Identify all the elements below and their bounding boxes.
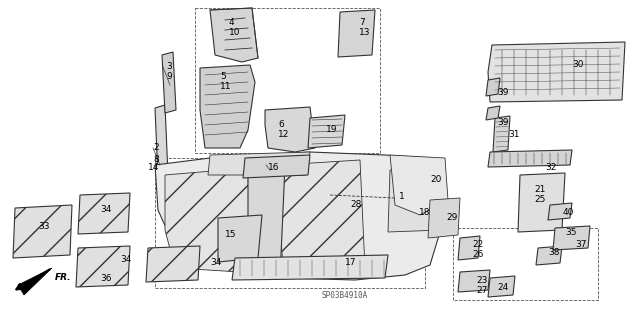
Polygon shape <box>165 168 250 272</box>
Polygon shape <box>486 106 500 120</box>
Polygon shape <box>200 65 255 148</box>
Text: 32: 32 <box>545 163 556 172</box>
Text: 26: 26 <box>472 250 483 259</box>
Polygon shape <box>78 193 130 234</box>
Text: 20: 20 <box>430 175 442 184</box>
Polygon shape <box>155 152 445 280</box>
Bar <box>453 228 598 300</box>
Polygon shape <box>146 246 200 282</box>
Polygon shape <box>232 255 388 280</box>
Polygon shape <box>218 215 262 262</box>
Polygon shape <box>493 116 510 152</box>
Polygon shape <box>428 198 460 238</box>
Text: 39: 39 <box>497 118 509 127</box>
Text: 40: 40 <box>563 208 574 217</box>
Polygon shape <box>458 270 490 292</box>
Text: 19: 19 <box>326 125 337 134</box>
Text: 15: 15 <box>225 230 237 239</box>
Polygon shape <box>388 168 445 232</box>
Text: 34: 34 <box>210 258 221 267</box>
Polygon shape <box>243 155 310 178</box>
Bar <box>195 8 380 153</box>
Text: 21: 21 <box>534 185 545 194</box>
Text: 5: 5 <box>220 72 226 81</box>
Text: 23: 23 <box>476 276 488 285</box>
Text: 4: 4 <box>229 18 235 27</box>
Polygon shape <box>486 78 500 96</box>
Polygon shape <box>536 246 562 265</box>
Text: 3: 3 <box>166 62 172 71</box>
Text: 14: 14 <box>148 163 159 172</box>
Polygon shape <box>18 268 52 295</box>
Text: 11: 11 <box>220 82 232 91</box>
Bar <box>155 158 425 288</box>
Text: 25: 25 <box>534 195 545 204</box>
Text: SP03B4910A: SP03B4910A <box>322 291 368 300</box>
Polygon shape <box>13 205 72 258</box>
Polygon shape <box>338 10 375 57</box>
Polygon shape <box>208 152 310 175</box>
Polygon shape <box>278 160 370 278</box>
Polygon shape <box>248 165 285 278</box>
Text: 27: 27 <box>476 286 488 295</box>
Text: 2: 2 <box>153 143 159 152</box>
Text: 31: 31 <box>508 130 520 139</box>
Polygon shape <box>488 42 625 102</box>
Text: 37: 37 <box>575 240 586 249</box>
Polygon shape <box>518 173 565 232</box>
Text: 7: 7 <box>359 18 365 27</box>
Text: 13: 13 <box>359 28 371 37</box>
Polygon shape <box>553 226 590 250</box>
Text: 39: 39 <box>497 88 509 97</box>
Polygon shape <box>155 105 168 178</box>
Text: 38: 38 <box>548 248 559 257</box>
Text: 29: 29 <box>446 213 458 222</box>
Text: 30: 30 <box>572 60 584 69</box>
Text: 24: 24 <box>497 283 508 292</box>
Text: 9: 9 <box>166 72 172 81</box>
Text: 34: 34 <box>100 205 111 214</box>
Polygon shape <box>458 236 480 260</box>
Polygon shape <box>76 246 130 287</box>
Text: 34: 34 <box>120 255 131 264</box>
Text: 12: 12 <box>278 130 289 139</box>
Text: 16: 16 <box>268 163 280 172</box>
Polygon shape <box>390 155 448 215</box>
Polygon shape <box>162 52 176 113</box>
Text: 22: 22 <box>472 240 483 249</box>
Polygon shape <box>210 8 258 62</box>
Text: 8: 8 <box>153 155 159 164</box>
Text: 6: 6 <box>278 120 284 129</box>
Text: 35: 35 <box>565 228 577 237</box>
Polygon shape <box>308 115 345 148</box>
Polygon shape <box>488 276 515 297</box>
Text: 10: 10 <box>229 28 241 37</box>
Text: 1: 1 <box>399 192 404 201</box>
Polygon shape <box>548 203 572 220</box>
Text: 17: 17 <box>345 258 356 267</box>
Text: 36: 36 <box>100 274 111 283</box>
Polygon shape <box>488 150 572 167</box>
Text: 28: 28 <box>350 200 362 209</box>
Polygon shape <box>265 107 315 152</box>
Text: 33: 33 <box>38 222 49 231</box>
Text: 18: 18 <box>419 208 431 217</box>
Text: FR.: FR. <box>55 273 72 283</box>
